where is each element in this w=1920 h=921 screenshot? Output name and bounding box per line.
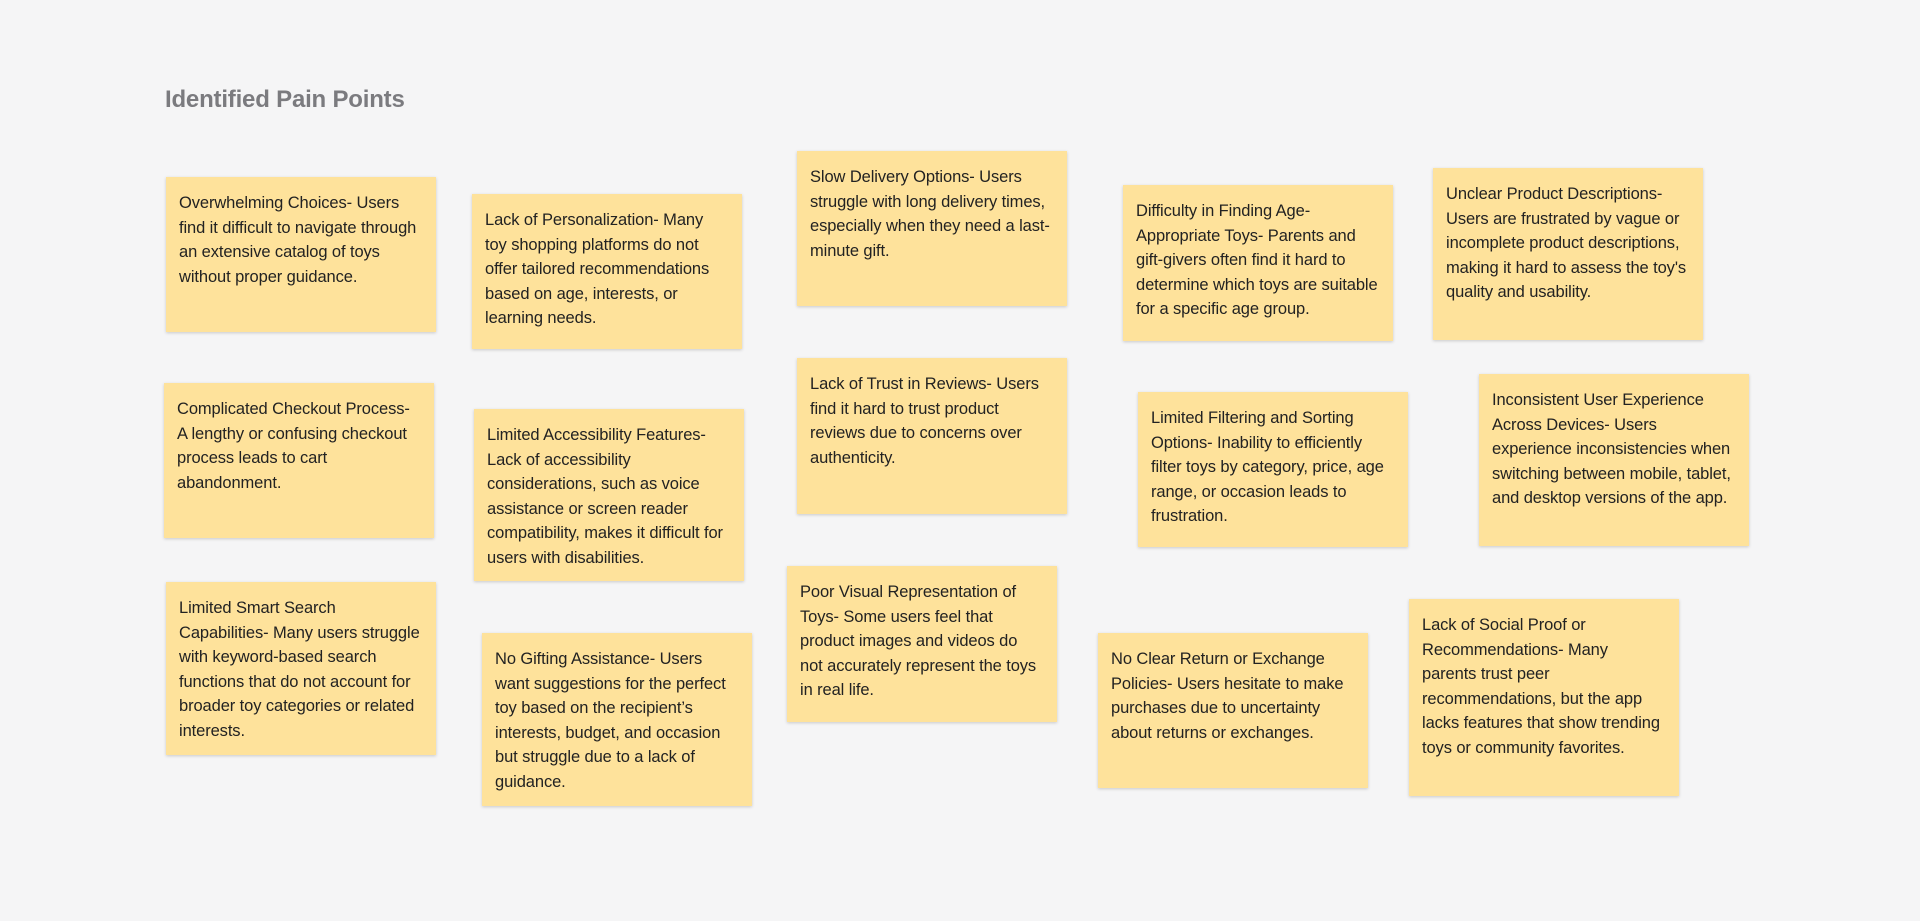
sticky-note-slow-delivery-options[interactable]: Slow Delivery Options- Users struggle wi… (797, 151, 1067, 306)
sticky-note-unclear-product-descriptions[interactable]: Unclear Product Descriptions- Users are … (1433, 168, 1703, 340)
sticky-note-overwhelming-choices[interactable]: Overwhelming Choices- Users find it diff… (166, 177, 436, 332)
sticky-note-lack-of-trust-in-reviews[interactable]: Lack of Trust in Reviews- Users find it … (797, 358, 1067, 514)
sticky-note-inconsistent-user-experience[interactable]: Inconsistent User Experience Across Devi… (1479, 374, 1749, 546)
board-title[interactable]: Identified Pain Points (165, 86, 405, 113)
sticky-note-no-gifting-assistance[interactable]: No Gifting Assistance- Users want sugges… (482, 633, 752, 806)
sticky-note-complicated-checkout-process[interactable]: Complicated Checkout Process- A lengthy … (164, 383, 434, 538)
sticky-note-difficulty-finding-age-appropriate-toys[interactable]: Difficulty in Finding Age-Appropriate To… (1123, 185, 1393, 341)
sticky-note-lack-of-social-proof[interactable]: Lack of Social Proof or Recommendations-… (1409, 599, 1679, 796)
sticky-note-lack-of-personalization[interactable]: Lack of Personalization- Many toy shoppi… (472, 194, 742, 349)
sticky-note-limited-accessibility-features[interactable]: Limited Accessibility Features- Lack of … (474, 409, 744, 581)
sticky-note-limited-smart-search[interactable]: Limited Smart Search Capabilities- Many … (166, 582, 436, 755)
sticky-note-no-clear-return-policies[interactable]: No Clear Return or Exchange Policies- Us… (1098, 633, 1368, 788)
sticky-note-limited-filtering-and-sorting[interactable]: Limited Filtering and Sorting Options- I… (1138, 392, 1408, 547)
sticky-note-poor-visual-representation[interactable]: Poor Visual Representation of Toys- Some… (787, 566, 1057, 722)
